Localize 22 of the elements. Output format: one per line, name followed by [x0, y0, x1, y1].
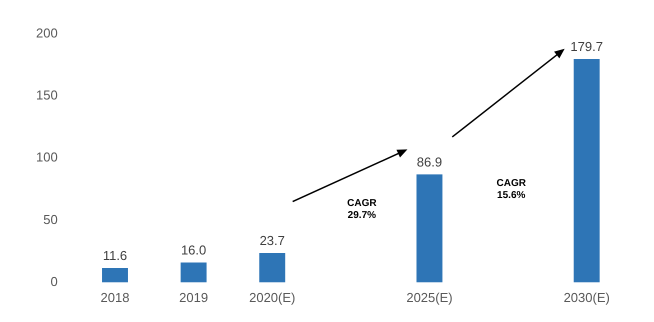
- x-tick-label: 2019: [179, 290, 208, 305]
- bar: [102, 268, 128, 282]
- data-label: 11.6: [102, 248, 128, 264]
- annotation: CAGR 15.6%: [496, 178, 527, 201]
- annotation: CAGR 29.7%: [347, 198, 378, 221]
- y-tick-label: 50: [43, 212, 58, 227]
- y-tick-label: 0: [50, 274, 58, 289]
- x-tick-label: 2018: [100, 290, 130, 305]
- data-label: 16.0: [180, 242, 206, 258]
- y-tick-label: 100: [36, 150, 58, 165]
- x-tick-label: 2030(E): [564, 290, 610, 305]
- data-label: 86.9: [416, 154, 442, 170]
- data-label: 23.7: [260, 233, 285, 248]
- y-tick-label: 150: [36, 88, 58, 103]
- y-tick-label: 200: [36, 25, 58, 40]
- bar: [416, 174, 442, 282]
- x-tick-label: 2020(E): [249, 290, 296, 305]
- bar: [259, 252, 286, 282]
- data-label: 179.7: [570, 39, 603, 54]
- x-tick-label: 2025(E): [406, 290, 453, 305]
- bar: [180, 262, 207, 282]
- bar: [574, 59, 600, 282]
